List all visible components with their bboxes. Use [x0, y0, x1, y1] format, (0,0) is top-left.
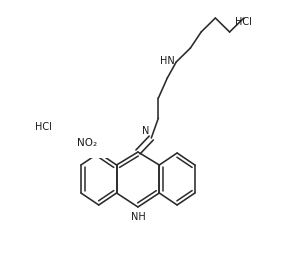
Text: N: N	[142, 126, 149, 136]
Text: NO₂: NO₂	[77, 138, 97, 148]
Text: HCl: HCl	[235, 17, 252, 27]
Text: HCl: HCl	[35, 123, 52, 132]
Text: NH: NH	[131, 212, 145, 222]
Text: HN: HN	[160, 56, 175, 66]
